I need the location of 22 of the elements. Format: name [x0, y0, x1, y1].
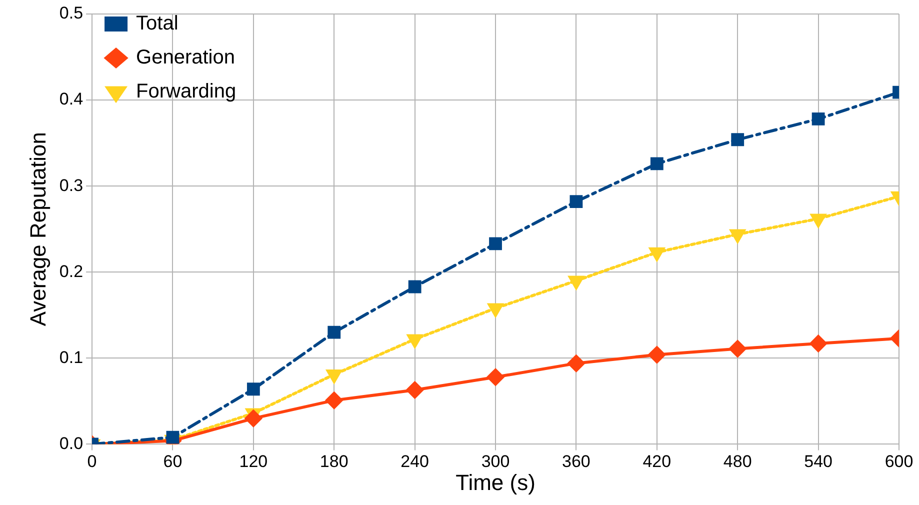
- x-tick-label: 0: [87, 452, 97, 472]
- legend-label: Total: [136, 12, 178, 35]
- x-tick-label: 120: [239, 452, 268, 472]
- x-tick-label: 480: [723, 452, 752, 472]
- x-tick-label: 180: [320, 452, 348, 472]
- y-tick-label: 0.4: [59, 90, 84, 109]
- y-tick-label: 0.5: [59, 4, 84, 23]
- y-tick-label: 0.0: [59, 434, 84, 453]
- x-tick-label: 420: [642, 452, 672, 472]
- x-tick-label: 360: [562, 452, 590, 472]
- x-tick-label: 240: [400, 452, 430, 472]
- legend-label: Generation: [136, 46, 235, 69]
- x-tick-label: 60: [163, 452, 182, 472]
- x-tick-label: 300: [481, 452, 510, 472]
- y-tick-label: 0.2: [59, 262, 84, 281]
- legend-label: Forwarding: [136, 80, 236, 103]
- y-tick-label: 0.3: [59, 176, 84, 195]
- y-axis-title: Average Reputation: [25, 132, 50, 326]
- y-tick-label: 0.1: [59, 348, 84, 367]
- x-tick-label: 600: [884, 452, 914, 472]
- x-tick-label: 540: [804, 452, 832, 472]
- x-axis-title: Time (s): [456, 470, 536, 495]
